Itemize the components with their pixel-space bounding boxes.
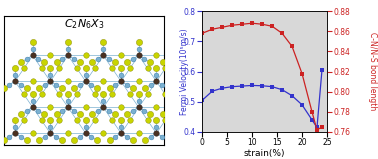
Text: $C_2N_6X_3$: $C_2N_6X_3$ [64,17,104,31]
X-axis label: strain(%): strain(%) [244,149,285,158]
Text: Fermi Velocity(10⁵m/s): Fermi Velocity(10⁵m/s) [180,28,189,115]
Text: C-N/N-S bond length: C-N/N-S bond length [368,32,377,111]
